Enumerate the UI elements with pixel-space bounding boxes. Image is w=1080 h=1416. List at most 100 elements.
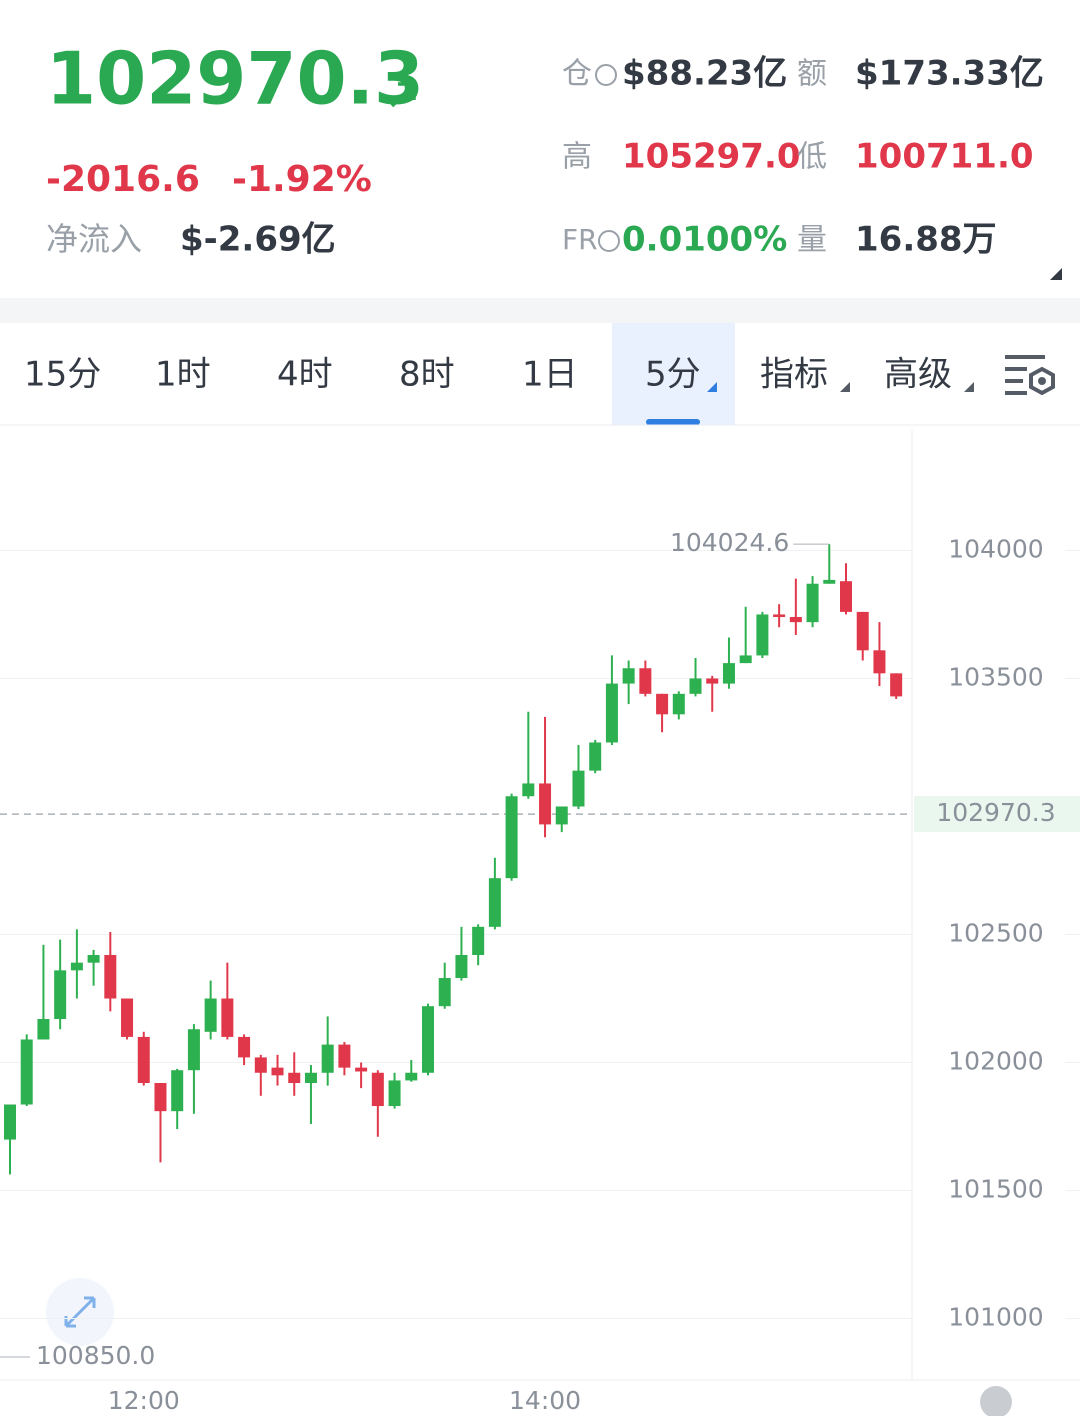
candle-body [639,668,652,694]
candle-body [304,1072,317,1084]
price: 102970.3 [46,37,424,121]
candle-body [154,1083,167,1112]
y-tick-label: 104000 [948,534,1043,563]
candle-body [355,1067,368,1072]
candle-body [87,954,100,963]
divider [0,298,1080,323]
candle-body [622,668,635,684]
candle-body [706,678,719,684]
up-arrow [390,82,416,108]
tab[interactable]: 高级 [884,355,952,395]
settings-icon[interactable] [1005,355,1055,396]
high-label: 高 [562,140,592,175]
fr-label: FR [562,223,598,256]
y-tick-label: 102000 [948,1047,1043,1076]
y-tick-label: 102500 [948,919,1043,948]
candle-body [555,806,568,825]
dropdown-mark [964,382,974,392]
candle-body [890,673,903,697]
dropdown-mark [840,382,850,392]
candle-body [254,1057,267,1073]
candle-body [187,1029,200,1071]
fullscreen-icon [64,1296,96,1328]
candle-body [856,611,869,651]
candle-body [37,1018,50,1040]
amount-label: 额 [797,57,827,92]
corner-triangle[interactable] [1050,268,1062,280]
candle-body [522,783,535,797]
candle-body [221,998,234,1037]
candle-body [840,581,852,612]
last-price-label: 102970.3 [936,798,1055,827]
candle-body [539,783,552,825]
k-button[interactable] [980,1386,1012,1416]
dropdown-mark [707,382,717,392]
tab[interactable]: 8时 [399,355,455,395]
candle-body [121,998,134,1037]
candle-body [388,1080,401,1107]
candle-body [739,655,752,664]
candle-body [488,878,501,927]
min-marker-label: 100850.0 [36,1341,155,1370]
candle-body [288,1072,301,1084]
netflow-label: 净流入 [46,220,142,258]
candle-body [20,1039,33,1105]
candle-body [672,693,685,715]
candle-body [722,663,735,684]
candle-body [438,978,451,1007]
change: -2016.6 [46,159,200,200]
candle-body [238,1036,251,1058]
help-icon[interactable] [598,230,620,252]
candle-body [422,1006,434,1073]
candle-body [873,650,886,674]
candle-body [271,1067,284,1076]
tab[interactable]: 5分 [645,355,701,395]
candle-body [823,579,836,584]
max-marker-label: 104024.6 [670,528,789,557]
candle-body [472,926,485,955]
candle-body [321,1044,334,1073]
candle-body [572,770,585,807]
tab[interactable]: 4时 [277,355,333,395]
candle-body [806,583,819,623]
x-tick-label: 12:00 [108,1386,180,1415]
low-label: 低 [797,140,827,175]
y-tick-label: 101500 [948,1175,1043,1204]
candle-body [773,614,786,618]
low: 100711.0 [855,137,1034,177]
candle-body [756,614,769,656]
last-price-tag [914,796,1080,833]
candle-body [371,1072,384,1107]
candle-body [689,678,702,694]
candle-body [656,693,669,715]
help-icon[interactable] [595,64,617,86]
y-tick-label: 103500 [948,662,1043,691]
tab[interactable]: 1时 [155,355,211,395]
candle-body [137,1036,150,1084]
candle-body [789,617,802,623]
y-tick-label: 101000 [948,1303,1043,1332]
high: 105297.0 [622,137,801,177]
candle-body [70,962,83,971]
netflow: $-2.69亿 [180,220,336,260]
candle-body [605,683,618,743]
tab[interactable]: 1日 [522,355,578,395]
oi: $88.23亿 [622,54,787,94]
candle-body [455,954,468,979]
candle-body [204,998,217,1032]
tab[interactable]: 15分 [24,355,101,395]
tab[interactable]: 指标 [760,355,828,395]
volume-label: 量 [797,223,827,258]
oi-label: 仓 [562,57,592,92]
fr: 0.0100% [622,220,787,260]
active-tab-bg [612,323,735,425]
active-tab-underline [646,419,700,425]
candle-body [104,954,117,999]
candle-body [505,796,518,879]
candle-body [171,1070,184,1112]
candle-body [338,1044,351,1068]
volume: 16.88万 [855,220,997,260]
candle-body [54,970,67,1019]
change-pct: -1.92% [232,159,372,200]
